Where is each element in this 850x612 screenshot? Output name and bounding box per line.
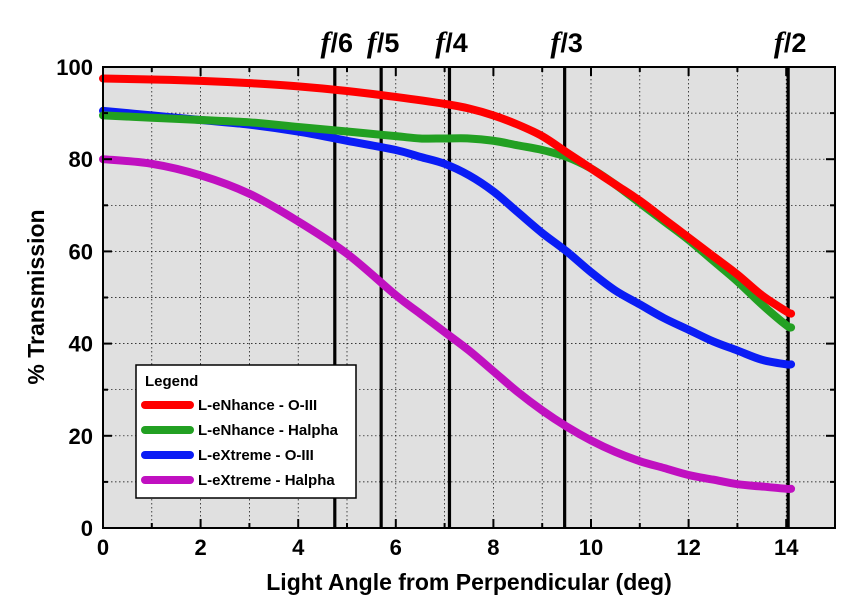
f-ratio-label: f/6: [321, 26, 354, 59]
tick-labels: 0 2 4 6 8 10 12 14 0 20 40 60 80 100: [56, 55, 799, 560]
x-tick-label: 0: [97, 535, 109, 560]
legend-title: Legend: [145, 373, 198, 390]
y-tick-label: 100: [56, 55, 93, 80]
data-series: [99, 74, 796, 493]
series-line-l-extreme-o-iii: [99, 106, 796, 369]
axis-ticks: [102, 66, 836, 529]
x-tick-label: 12: [676, 535, 700, 560]
x-tick-label: 4: [292, 535, 305, 560]
f-ratio-label: f/3: [550, 26, 583, 59]
series-line-l-enhance-o-iii: [99, 74, 796, 318]
x-tick-label: 6: [390, 535, 402, 560]
legend-label: L-eXtreme - O-III: [198, 447, 314, 464]
x-tick-label: 14: [774, 535, 799, 560]
x-tick-label: 2: [194, 535, 206, 560]
legend: Legend L-eNhance - O-III L-eNhance - Halp…: [135, 364, 357, 499]
y-tick-label: 40: [69, 332, 93, 357]
f-ratio-label: f/5: [367, 26, 400, 59]
f-ratio-label: f/2: [774, 26, 807, 59]
f-ratio-label: f/4: [435, 26, 468, 59]
legend-label: L-eNhance - O-III: [198, 397, 317, 414]
y-tick-label: 20: [69, 424, 93, 449]
y-axis-title: % Transmission: [23, 209, 49, 384]
y-tick-label: 60: [69, 239, 93, 264]
legend-entries: L-eNhance - O-III L-eNhance - Halpha L-eXt…: [141, 397, 339, 489]
x-axis-title: Light Angle from Perpendicular (deg): [266, 569, 672, 595]
legend-label: L-eXtreme - Halpha: [198, 472, 335, 489]
series-line-l-extreme-halpha: [99, 155, 796, 493]
legend-label: L-eNhance - Halpha: [198, 422, 339, 439]
y-tick-label: 80: [69, 147, 93, 172]
y-tick-label: 0: [81, 516, 93, 541]
f-ratio-labels: f/6 f/5 f/4 f/3 f/2: [321, 26, 807, 59]
x-tick-label: 10: [579, 535, 603, 560]
x-tick-label: 8: [487, 535, 499, 560]
